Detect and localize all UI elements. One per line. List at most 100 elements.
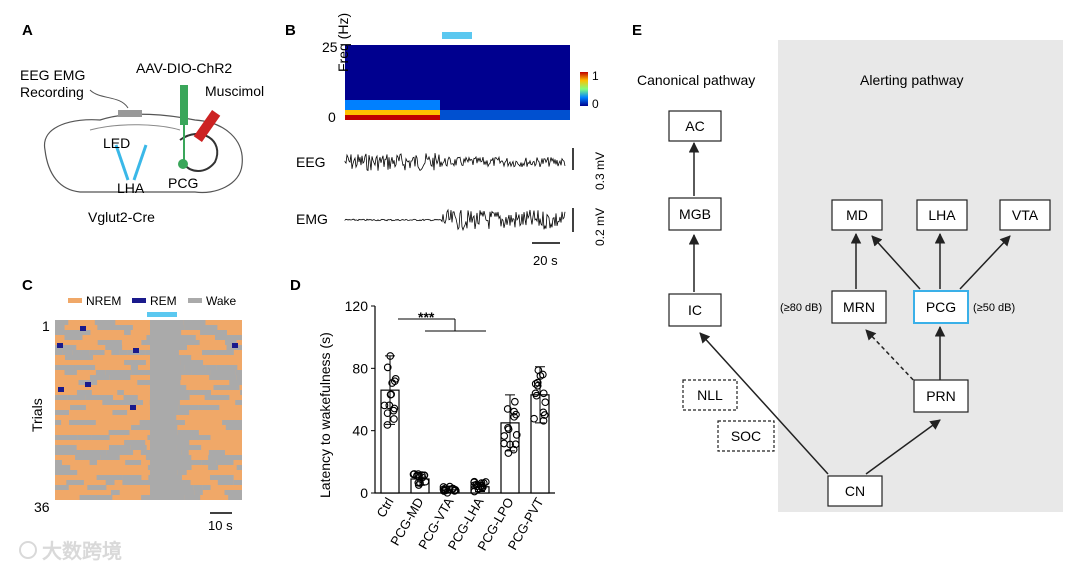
wake-segment bbox=[226, 425, 242, 430]
node-cn: CN bbox=[828, 476, 882, 506]
wake-segment bbox=[109, 445, 130, 450]
legend-rem-swatch bbox=[132, 298, 146, 303]
wake-segment bbox=[105, 345, 122, 350]
wake-segment bbox=[80, 495, 97, 500]
wake-segment bbox=[111, 350, 119, 355]
wake-segment bbox=[75, 455, 101, 460]
panel-d-label: D bbox=[290, 277, 301, 294]
hypnogram-raster bbox=[55, 320, 242, 500]
stim-bar-c bbox=[147, 312, 177, 317]
wake-segment bbox=[123, 475, 142, 480]
wake-segment bbox=[124, 440, 145, 445]
rem-segment bbox=[80, 326, 86, 331]
node-lha: LHA bbox=[917, 200, 967, 230]
wake-segment bbox=[112, 410, 127, 415]
wake-segment bbox=[109, 430, 130, 435]
wake-segment bbox=[98, 340, 122, 345]
trial-first: 1 bbox=[42, 318, 50, 334]
wake-segment bbox=[102, 400, 127, 405]
node-soc-label: SOC bbox=[731, 428, 761, 444]
wake-segment bbox=[55, 350, 63, 355]
wake-segment bbox=[174, 495, 185, 500]
wake-segment bbox=[111, 325, 133, 330]
virus-label: AAV-DIO-ChR2 bbox=[136, 60, 232, 76]
wake-segment bbox=[222, 420, 242, 425]
c-time-scale-label: 10 s bbox=[208, 518, 233, 533]
wake-segment bbox=[55, 450, 72, 455]
wake-segment bbox=[193, 485, 202, 490]
raster-row bbox=[55, 320, 242, 325]
pcg-injection-site bbox=[178, 159, 188, 169]
wake-block bbox=[150, 320, 175, 500]
lha-label: LHA bbox=[117, 180, 145, 196]
panel-c-label: C bbox=[22, 277, 33, 294]
wake-segment bbox=[110, 375, 131, 380]
panel-a: A EEG EMG Recording AAV-DIO-ChR2 Muscimo… bbox=[20, 22, 264, 225]
watermark: 大数跨境 bbox=[20, 539, 122, 563]
panel-b: B Freq (Hz) 25 0 1 0 EEG 0.3 mV EMG 0.2 … bbox=[285, 13, 607, 268]
node-mrn-label: MRN bbox=[843, 299, 875, 315]
legend-rem: REM bbox=[150, 294, 177, 308]
raster-row bbox=[55, 490, 242, 495]
watermark-text: 大数跨境 bbox=[42, 539, 122, 563]
wake-segment bbox=[90, 460, 97, 465]
cortex-line bbox=[90, 125, 180, 130]
mouse-line-label: Vglut2-Cre bbox=[88, 209, 155, 225]
wake-segment bbox=[55, 395, 68, 400]
virus-syringe bbox=[180, 85, 188, 125]
wake-segment bbox=[92, 435, 110, 440]
wake-segment bbox=[181, 360, 203, 365]
drug-label: Muscimol bbox=[205, 83, 264, 99]
wake-segment bbox=[236, 375, 242, 380]
y-tick-label: 0 bbox=[360, 485, 368, 501]
time-scale-label: 20 s bbox=[533, 253, 558, 268]
wake-segment bbox=[131, 365, 138, 370]
wake-segment bbox=[55, 325, 65, 330]
wake-segment bbox=[96, 370, 105, 375]
wake-segment bbox=[199, 405, 220, 410]
wake-segment bbox=[106, 480, 115, 485]
node-mrn: MRN bbox=[832, 291, 886, 323]
wake-segment bbox=[229, 380, 242, 385]
eeg-emg-label-line2: Recording bbox=[20, 84, 84, 100]
emg-trace bbox=[345, 210, 565, 230]
wake-segment bbox=[74, 365, 95, 370]
wake-segment bbox=[205, 395, 230, 400]
significance-marker: *** bbox=[418, 309, 435, 325]
wake-segment bbox=[228, 495, 242, 500]
legend-nrem: NREM bbox=[86, 294, 121, 308]
legend-wake-swatch bbox=[188, 298, 202, 303]
wake-segment bbox=[201, 460, 216, 465]
wake-segment bbox=[106, 450, 133, 455]
wake-segment bbox=[172, 335, 196, 340]
colorbar bbox=[580, 72, 588, 106]
wake-segment bbox=[81, 350, 89, 355]
node-pcg: PCG bbox=[914, 291, 968, 323]
wake-segment bbox=[72, 450, 83, 455]
wake-segment bbox=[105, 370, 131, 375]
emg-scale-label: 0.2 mV bbox=[593, 208, 607, 246]
raster-row bbox=[55, 445, 242, 450]
colorbar-min: 0 bbox=[592, 97, 599, 111]
wake-segment bbox=[217, 365, 224, 370]
rem-segment bbox=[232, 343, 238, 348]
wake-segment bbox=[194, 490, 203, 495]
wake-segment bbox=[101, 455, 120, 460]
raster-row bbox=[55, 470, 242, 475]
wake-segment bbox=[210, 475, 234, 480]
node-md-label: MD bbox=[846, 207, 868, 223]
wake-segment bbox=[83, 450, 106, 455]
wake-segment bbox=[237, 465, 242, 470]
raster-row bbox=[55, 485, 242, 490]
wake-segment bbox=[235, 370, 242, 375]
wake-segment bbox=[55, 445, 77, 450]
legend-wake: Wake bbox=[206, 294, 237, 308]
wake-segment bbox=[192, 430, 198, 435]
wake-segment bbox=[120, 350, 128, 355]
wake-segment bbox=[124, 330, 131, 335]
wake-segment bbox=[208, 455, 229, 460]
wake-segment bbox=[73, 350, 81, 355]
wake-segment bbox=[175, 340, 200, 345]
wake-segment bbox=[89, 350, 104, 355]
